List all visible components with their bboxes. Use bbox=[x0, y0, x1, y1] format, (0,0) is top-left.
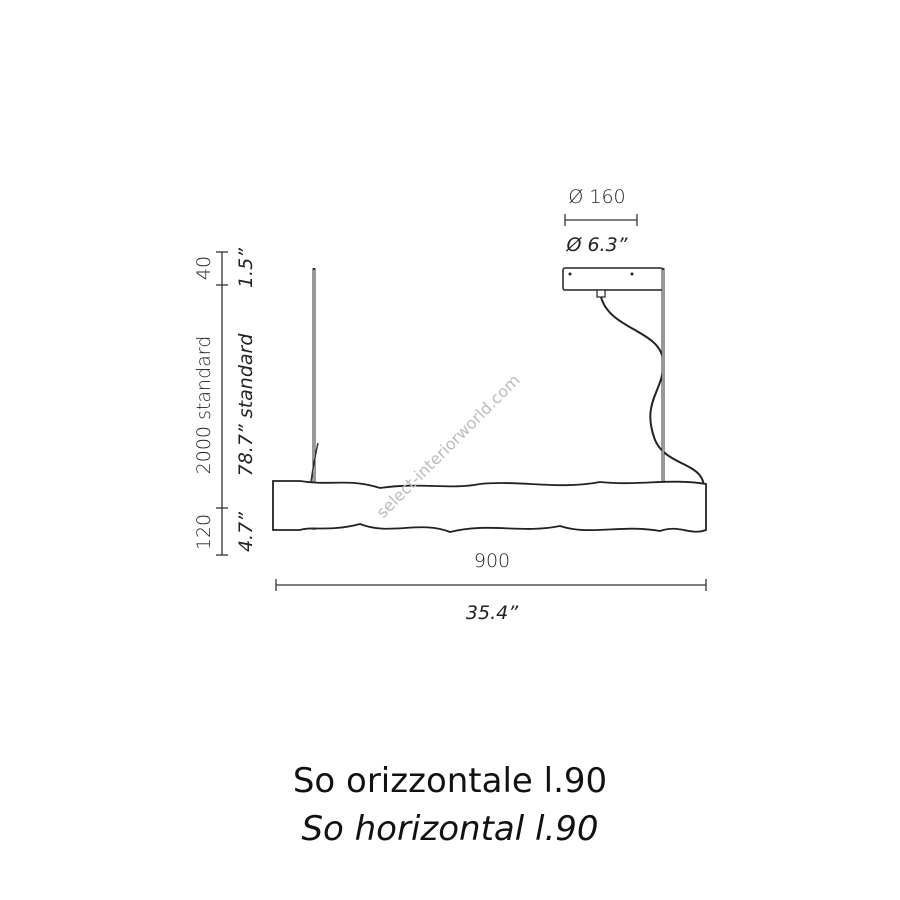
caption-italian: So orizzontale l.90 bbox=[293, 761, 607, 801]
width-mm: 900 bbox=[474, 550, 510, 572]
caption-english: So horizontal l.90 bbox=[301, 809, 598, 849]
height-dimension-line bbox=[216, 251, 228, 556]
power-cord bbox=[600, 296, 706, 499]
screw bbox=[630, 272, 634, 276]
lamp-body bbox=[272, 480, 707, 533]
top-height-mm: 40 bbox=[193, 256, 215, 280]
canopy-dimension-line bbox=[564, 214, 638, 226]
width-in: 35.4” bbox=[466, 602, 518, 624]
cord-grip bbox=[596, 289, 606, 298]
body-height-mm: 120 bbox=[193, 514, 215, 550]
cable-length-in: 78.7” standard bbox=[235, 333, 257, 477]
canopy-diameter-in: Ø 6.3” bbox=[565, 234, 627, 256]
top-height-in: 1.5” bbox=[235, 248, 257, 288]
canopy bbox=[562, 267, 664, 291]
width-dimension-line bbox=[275, 579, 707, 591]
screw bbox=[568, 272, 572, 276]
canopy-diameter-mm: Ø 160 bbox=[568, 186, 625, 208]
body-height-in: 4.7” bbox=[235, 512, 257, 552]
cable-length-mm: 2000 standard bbox=[193, 336, 215, 475]
